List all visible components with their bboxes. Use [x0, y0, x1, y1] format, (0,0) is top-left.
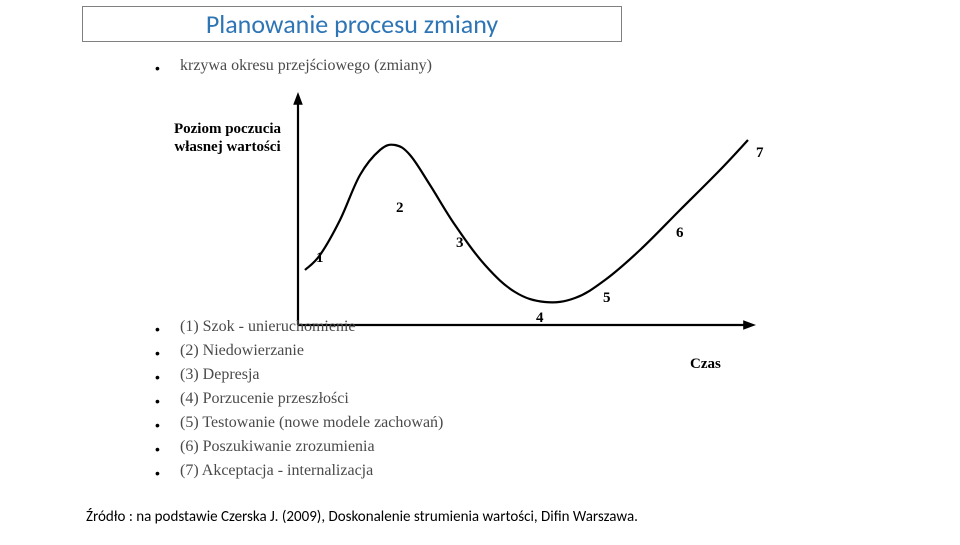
- chart-svg: [0, 0, 960, 540]
- curve-point-label-6: 6: [676, 225, 684, 242]
- transition-curve-chart: [0, 0, 960, 540]
- curve-point-label-3: 3: [456, 235, 464, 252]
- bullet-glyph: •: [155, 345, 160, 361]
- legend-item-2: (2) Niedowierzanie: [180, 342, 304, 360]
- legend-item-6: (6) Poszukiwanie zrozumienia: [180, 438, 375, 456]
- bullet-glyph: •: [155, 441, 160, 457]
- curve-point-label-5: 5: [603, 290, 611, 307]
- curve-point-label-2: 2: [396, 200, 404, 217]
- bullet-glyph: •: [155, 465, 160, 481]
- legend-item-7: (7) Akceptacja - internalizacja: [180, 462, 373, 480]
- legend-item-4: (4) Porzucenie przeszłości: [180, 390, 349, 408]
- bullet-glyph: •: [155, 393, 160, 409]
- bullet-glyph: •: [155, 369, 160, 385]
- legend-item-1: (1) Szok - unieruchomienie: [180, 318, 356, 336]
- curve-point-label-4: 4: [536, 310, 544, 327]
- legend-item-5: (5) Testowanie (nowe modele zachowań): [180, 414, 443, 432]
- source-citation: Źródło : na podstawie Czerska J. (2009),…: [86, 508, 638, 526]
- bullet-glyph: •: [155, 321, 160, 337]
- legend-item-3: (3) Depresja: [180, 366, 260, 384]
- curve-point-label-1: 1: [316, 250, 324, 267]
- bullet-glyph: •: [155, 417, 160, 433]
- curve-point-label-7: 7: [756, 145, 764, 162]
